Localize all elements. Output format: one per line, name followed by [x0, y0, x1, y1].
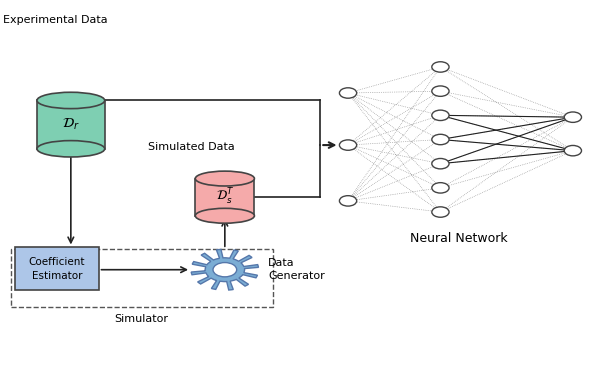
Circle shape [564, 112, 582, 122]
Circle shape [432, 86, 449, 96]
Circle shape [213, 263, 237, 277]
Text: Neural Network: Neural Network [410, 232, 508, 244]
Polygon shape [191, 249, 259, 290]
Circle shape [564, 145, 582, 156]
Text: Simulator: Simulator [115, 314, 169, 324]
Ellipse shape [37, 92, 105, 109]
Circle shape [339, 196, 357, 206]
Polygon shape [195, 179, 254, 216]
Ellipse shape [195, 208, 254, 223]
Circle shape [432, 158, 449, 169]
Ellipse shape [37, 141, 105, 157]
Ellipse shape [195, 171, 254, 186]
FancyBboxPatch shape [15, 247, 99, 290]
Text: Experimental Data: Experimental Data [3, 15, 108, 25]
Text: Simulated Data: Simulated Data [148, 142, 235, 152]
Circle shape [432, 110, 449, 121]
Polygon shape [37, 100, 105, 149]
Circle shape [432, 183, 449, 193]
Circle shape [432, 207, 449, 217]
Circle shape [339, 140, 357, 150]
Text: Data
Generator: Data Generator [268, 258, 325, 281]
Circle shape [432, 134, 449, 145]
Circle shape [339, 88, 357, 98]
Text: Coefficient
Estimator: Coefficient Estimator [29, 257, 85, 281]
Text: $\mathcal{D}_r$: $\mathcal{D}_r$ [62, 117, 79, 132]
Text: $\mathcal{D}_s^T$: $\mathcal{D}_s^T$ [216, 187, 234, 207]
Circle shape [432, 62, 449, 72]
